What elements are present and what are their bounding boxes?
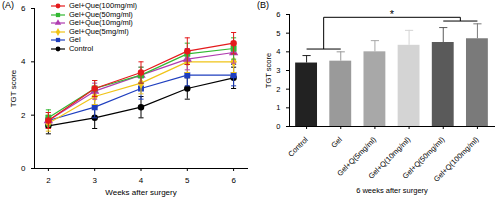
svg-text:Gel+Q(50mg/ml): Gel+Q(50mg/ml): [400, 135, 447, 181]
svg-text:0: 0: [276, 122, 280, 131]
html-text:Gel+Que(50mg/ml): Gel+Que(50mg/ml): [68, 9, 133, 19]
svg-text:1: 1: [276, 103, 280, 112]
html-text:(A): (A): [2, 0, 14, 10]
html-text:Gel: Gel: [68, 35, 81, 44]
svg-text:Gel: Gel: [329, 135, 344, 150]
svg-text:2: 2: [46, 176, 51, 185]
svg-text:4: 4: [276, 47, 280, 56]
svg-text:6: 6: [276, 10, 280, 19]
html-text:(B): (B): [257, 0, 269, 10]
svg-text:6: 6: [21, 4, 26, 13]
svg-text:Weeks after surgery: Weeks after surgery: [105, 188, 176, 197]
svg-text:2: 2: [276, 85, 280, 94]
svg-text:6: 6: [231, 176, 236, 185]
svg-text:4: 4: [21, 57, 26, 66]
svg-text:3: 3: [276, 66, 280, 75]
svg-text:5: 5: [276, 29, 280, 38]
html-text:Control: Control: [68, 43, 94, 53]
svg-text:2: 2: [21, 111, 26, 120]
svg-text:5: 5: [185, 176, 190, 185]
svg-text:6 weeks after surgery: 6 weeks after surgery: [356, 186, 428, 195]
html-text:Gel+Que(10mg/ml): Gel+Que(10mg/ml): [68, 18, 133, 27]
svg-text:3: 3: [92, 176, 97, 185]
svg-text:Control: Control: [286, 135, 310, 159]
svg-text:TGT score: TGT score: [9, 69, 18, 107]
html-text:Gel+Que(100mg/ml): Gel+Que(100mg/ml): [68, 1, 137, 10]
svg-text:4: 4: [139, 176, 144, 185]
svg-text:Gel+Q(5mg/ml): Gel+Q(5mg/ml): [335, 135, 378, 178]
svg-text:TGT score: TGT score: [264, 53, 273, 88]
svg-text:*: *: [390, 8, 395, 20]
html-text:Gel+Que(5mg/ml): Gel+Que(5mg/ml): [68, 26, 129, 36]
svg-text:0: 0: [21, 164, 26, 173]
svg-text:Gel+Q(10mg/ml): Gel+Q(10mg/ml): [366, 135, 413, 181]
svg-text:Gel+Q(100mg/ml): Gel+Q(100mg/ml): [432, 135, 481, 184]
